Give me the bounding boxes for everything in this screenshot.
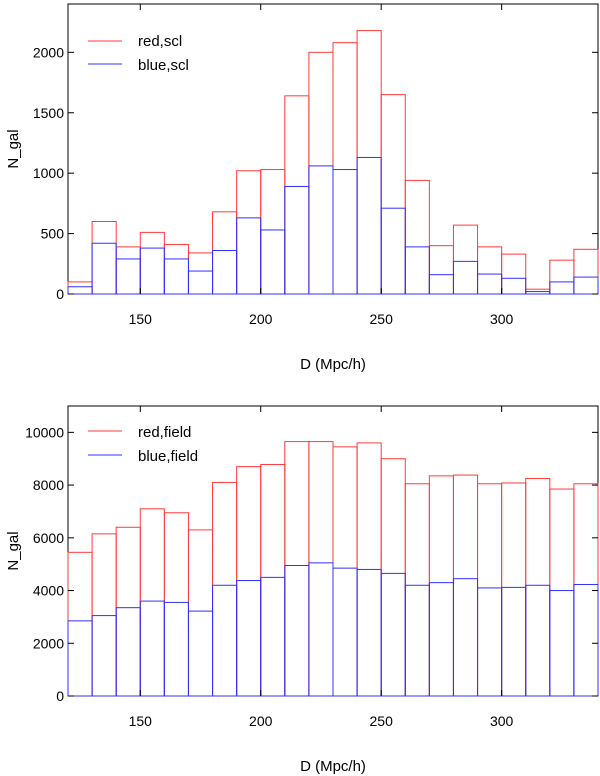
x-tick-label: 250 bbox=[370, 311, 394, 327]
bar-blue-field-21 bbox=[573, 583, 599, 697]
y-tick-label: 8000 bbox=[33, 477, 64, 493]
y-tick-label: 2000 bbox=[33, 44, 64, 60]
legend-label-blue-scl: blue,scl bbox=[138, 57, 189, 74]
y-axis-label-top: N_gal bbox=[5, 129, 22, 168]
x-tick-label: 300 bbox=[490, 713, 514, 729]
y-tick-label: 500 bbox=[41, 226, 65, 242]
legend-label-red-scl: red,scl bbox=[138, 33, 182, 50]
legend-top: red,scl blue,scl bbox=[88, 33, 189, 74]
y-tick-label: 10000 bbox=[25, 424, 64, 440]
y-tick-label: 0 bbox=[56, 286, 64, 302]
y-axis-label-bottom: N_gal bbox=[5, 531, 22, 570]
x-tick-label: 200 bbox=[249, 311, 273, 327]
panel-top: 150 200 250 300 0 500 1000 1500 2000 D (Mpc/h) N… bbox=[5, 3, 599, 373]
y-tick-label: 1500 bbox=[33, 105, 64, 121]
y-tick-label: 2000 bbox=[33, 635, 64, 651]
bar-blue-scl-18 bbox=[501, 277, 527, 295]
x-tick-label: 250 bbox=[370, 713, 394, 729]
x-axis-label-bottom: D (Mpc/h) bbox=[300, 758, 366, 775]
legend-label-blue-field: blue,field bbox=[138, 448, 198, 465]
bars-top bbox=[67, 30, 599, 295]
x-tick-label: 150 bbox=[129, 311, 153, 327]
bars-bottom bbox=[67, 441, 599, 697]
x-axis-label-top: D (Mpc/h) bbox=[300, 356, 366, 373]
panel-bottom: 150 200 250 300 0 2000 4000 6000 8000 10000 D (Mp… bbox=[5, 405, 599, 775]
bar-blue-scl-21 bbox=[573, 276, 599, 295]
y-tick-label: 4000 bbox=[33, 583, 64, 599]
x-tick-label: 300 bbox=[490, 311, 514, 327]
ticks-bottom: 150 200 250 300 0 2000 4000 6000 8000 10000 bbox=[25, 406, 598, 729]
legend-bottom: red,field blue,field bbox=[88, 424, 198, 465]
legend-label-red-field: red,field bbox=[138, 424, 191, 441]
y-tick-label: 6000 bbox=[33, 530, 64, 546]
x-tick-label: 150 bbox=[129, 713, 153, 729]
ticks-top: 150 200 250 300 0 500 1000 1500 2000 bbox=[33, 4, 598, 327]
x-tick-label: 200 bbox=[249, 713, 273, 729]
bar-blue-scl-14 bbox=[404, 246, 430, 295]
y-tick-label: 1000 bbox=[33, 165, 64, 181]
y-tick-label: 0 bbox=[56, 688, 64, 704]
